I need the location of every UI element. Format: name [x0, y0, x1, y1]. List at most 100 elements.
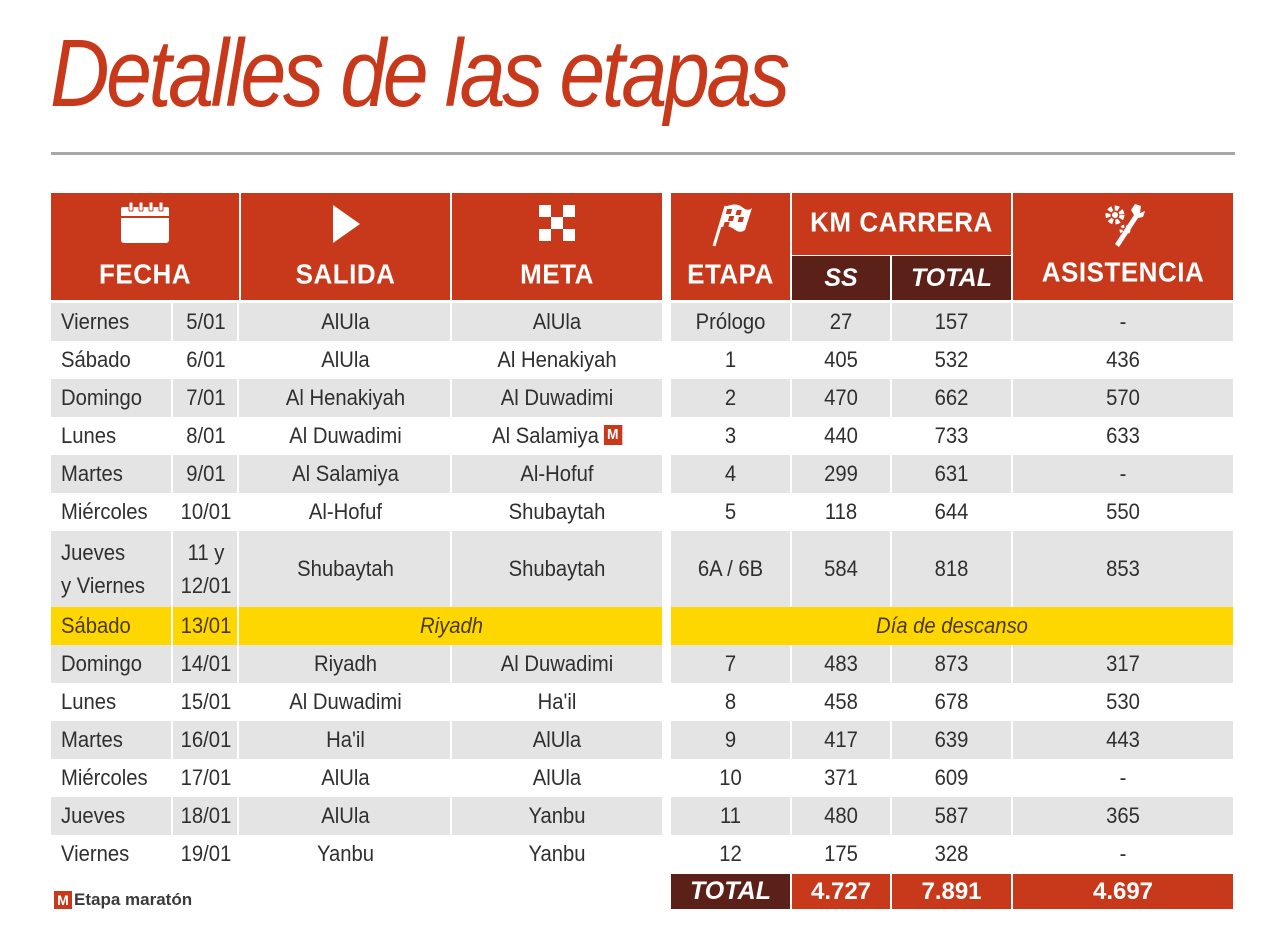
column-separator: [890, 341, 892, 379]
column-separator: [450, 455, 452, 493]
column-separator: [450, 531, 452, 607]
finish-cell: Ha'il: [460, 683, 653, 721]
column-separator: [790, 683, 792, 721]
row-bg-left: [51, 303, 662, 341]
rest-day-label: Día de descanso: [876, 613, 1028, 638]
start-cell: Ha'il: [326, 727, 365, 752]
day-cell: Sábado: [61, 613, 131, 638]
km-total-cell: 644: [934, 499, 969, 524]
marathon-badge-icon: M: [603, 425, 622, 446]
row-bg-right: [671, 835, 1233, 873]
row-bg-right: [671, 759, 1233, 797]
column-separator: [1011, 455, 1013, 493]
column-separator: [450, 721, 452, 759]
column-separator: [171, 607, 173, 645]
column-separator: [237, 797, 239, 835]
start-cell: Yanbu: [316, 841, 375, 866]
column-separator: [790, 721, 792, 759]
legend-text: Etapa maratón: [74, 890, 193, 909]
date-cell: 9/01: [186, 461, 226, 486]
day-cell: Miércoles: [61, 765, 148, 790]
column-separator: [790, 493, 792, 531]
assistance-cell: 443: [1106, 727, 1140, 752]
column-separator: [237, 607, 239, 645]
column-separator: [890, 379, 892, 417]
stage-cell: 9: [724, 727, 737, 752]
assistance-cell: 530: [1106, 689, 1140, 714]
day-cell: Miércoles: [61, 499, 148, 524]
table-row: Sábado 6/01 AlUla Al Henakiyah 1 405 532 436: [51, 341, 1233, 379]
row-bg-right: [671, 721, 1233, 759]
legend: M Etapa maratón: [54, 889, 192, 911]
km-ss-cell: 299: [824, 461, 858, 486]
column-separator: [1011, 835, 1013, 873]
column-separator: [237, 645, 239, 683]
column-separator: [1011, 531, 1013, 607]
row-bg-left: [51, 455, 662, 493]
column-separator: [171, 645, 173, 683]
header-salida: SALIDA: [241, 193, 450, 300]
assistance-cell: 633: [1106, 423, 1140, 448]
assistance-cell: -: [1119, 461, 1127, 486]
finish-name: Al Duwadimi: [500, 651, 614, 676]
day-cell: Viernes: [61, 841, 130, 866]
day-cell: Domingo: [61, 651, 143, 676]
column-separator: [171, 835, 173, 873]
column-separator: [1011, 645, 1013, 683]
km-ss-cell: 27: [829, 309, 853, 334]
row-bg-right: [671, 531, 1233, 607]
day-cell: Martes: [61, 461, 123, 486]
column-separator: [450, 797, 452, 835]
table-row: Viernes 5/01 AlUla AlUla Prólogo 27 157 -: [51, 303, 1233, 341]
finish-name: Shubaytah: [508, 556, 606, 581]
header-label-meta: META: [520, 258, 594, 290]
row-bg-right: [671, 341, 1233, 379]
finish-name: Yanbu: [528, 803, 586, 828]
day-cell: Viernes: [61, 309, 130, 334]
column-separator: [790, 379, 792, 417]
row-bg-left: [51, 835, 662, 873]
stage-cell: 3: [724, 423, 737, 448]
header-label-asistencia: ASISTENCIA: [1041, 256, 1205, 288]
row-bg-left: [51, 341, 662, 379]
column-separator: [237, 721, 239, 759]
finish-cell: Shubaytah: [460, 493, 653, 531]
km-ss-cell: 470: [824, 385, 858, 410]
date-cell: 5/01: [186, 309, 226, 334]
start-cell: Riyadh: [313, 651, 377, 676]
km-total-cell: 532: [934, 347, 969, 372]
finish-cell: Al Henakiyah: [460, 341, 653, 379]
assistance-cell: -: [1119, 841, 1127, 866]
column-separator: [171, 493, 173, 531]
column-separator: [790, 341, 792, 379]
checkered-square-icon: [452, 205, 662, 241]
page-title: Detalles de las etapas: [50, 20, 790, 127]
column-separator: [450, 417, 452, 455]
finish-name: AlUla: [532, 727, 582, 752]
day-cell: Domingo: [61, 385, 143, 410]
column-separator: [890, 493, 892, 531]
stage-cell: 4: [724, 461, 737, 486]
row-bg-right: [671, 493, 1233, 531]
finish-name: Ha'il: [537, 689, 577, 714]
column-separator: [1011, 341, 1013, 379]
column-separator: [790, 417, 792, 455]
column-separator: [450, 759, 452, 797]
table-row: Domingo 7/01 Al Henakiyah Al Duwadimi 2 470 66…: [51, 379, 1233, 417]
column-separator: [171, 683, 173, 721]
row-bg-left: [51, 493, 662, 531]
finish-name: Yanbu: [528, 841, 586, 866]
km-total-cell: 328: [934, 841, 969, 866]
totals-total: 7.891: [892, 874, 1011, 909]
assistance-cell: -: [1119, 765, 1127, 790]
start-cell: Al Duwadimi: [289, 689, 402, 714]
column-separator: [1011, 493, 1013, 531]
km-ss-cell: 417: [824, 727, 858, 752]
km-total-cell: 631: [934, 461, 969, 486]
row-bg-left: [51, 379, 662, 417]
table-row: Lunes 8/01 Al Duwadimi Al Salamiya M 3 440 733 6…: [51, 417, 1233, 455]
column-separator: [237, 759, 239, 797]
finish-name: Shubaytah: [508, 499, 606, 524]
header-etapa: ETAPA: [671, 193, 790, 300]
column-separator: [450, 303, 452, 341]
